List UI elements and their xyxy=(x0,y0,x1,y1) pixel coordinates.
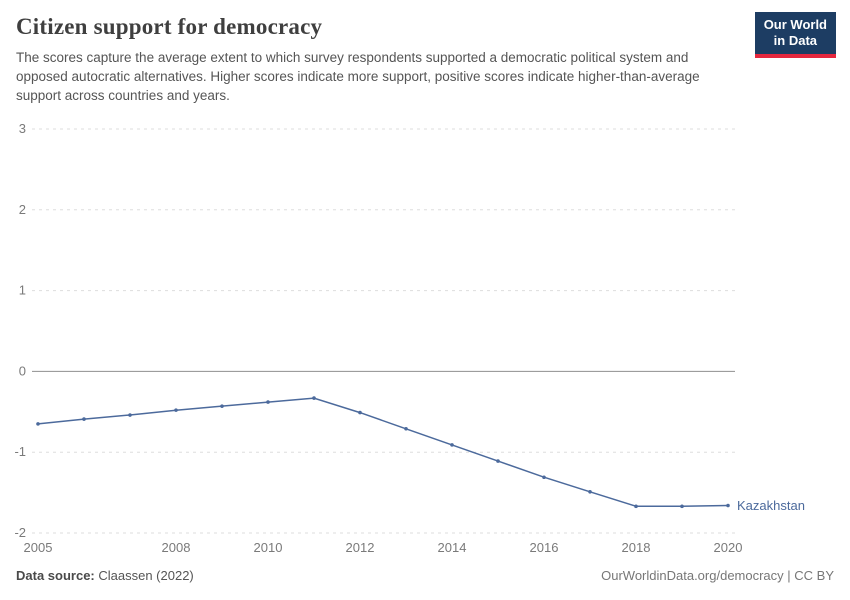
data-line[interactable] xyxy=(37,397,729,508)
data-point[interactable] xyxy=(726,504,730,508)
data-point[interactable] xyxy=(496,459,500,464)
page-title: Citizen support for democracy xyxy=(16,14,323,39)
x-tick-label: 2018 xyxy=(622,540,651,555)
data-point[interactable] xyxy=(404,427,408,432)
y-tick-label: 1 xyxy=(19,283,26,298)
x-tick-label: 2005 xyxy=(24,540,53,555)
x-tick-label: 2014 xyxy=(438,540,467,555)
y-tick-label: 0 xyxy=(19,364,26,379)
data-source: Data source: Claassen (2022) xyxy=(16,568,194,583)
data-point[interactable] xyxy=(312,396,316,401)
y-tick-label: -1 xyxy=(14,445,26,460)
owid-logo-line1: Our World xyxy=(763,17,827,32)
data-point[interactable] xyxy=(450,443,454,448)
x-tick-label: 2016 xyxy=(530,540,559,555)
data-source-value: Claassen (2022) xyxy=(94,568,194,584)
owid-logo[interactable]: Our World in Data xyxy=(754,12,836,58)
data-point[interactable] xyxy=(36,422,40,427)
data-point[interactable] xyxy=(588,490,592,495)
chart-header: Citizen support for democracy Our World … xyxy=(0,0,850,105)
data-point[interactable] xyxy=(358,411,362,415)
license-link[interactable]: OurWorldinData.org/democracy | CC BY xyxy=(601,568,834,584)
data-point[interactable] xyxy=(174,408,178,413)
chart-subtitle: The scores capture the average extent to… xyxy=(16,50,700,104)
x-tick-label: 2008 xyxy=(162,540,191,555)
data-source-label: Data source: xyxy=(16,568,95,584)
x-tick-label: 2020 xyxy=(714,540,743,555)
series-end-label[interactable]: Kazakhstan xyxy=(737,498,805,513)
y-tick-label: 2 xyxy=(19,202,26,217)
data-point[interactable] xyxy=(82,417,86,422)
data-point[interactable] xyxy=(220,404,224,409)
chart-footer: Data source: Claassen (2022) OurWorldinD… xyxy=(0,562,850,583)
data-point[interactable] xyxy=(680,505,684,509)
x-tick-label: 2010 xyxy=(254,540,283,555)
owid-logo-line2: in Data xyxy=(773,33,818,49)
data-point[interactable] xyxy=(128,413,132,418)
x-tick-label: 2012 xyxy=(346,540,375,555)
data-point[interactable] xyxy=(634,505,638,509)
data-point[interactable] xyxy=(542,475,546,480)
y-tick-label: -2 xyxy=(14,525,26,540)
chart-area: 3 2 1 0 -1 -2 2005 2008 2010 2012 2014 2016 2018 2020… xyxy=(0,107,850,562)
data-point[interactable] xyxy=(266,400,270,405)
y-tick-label: 3 xyxy=(19,121,26,136)
